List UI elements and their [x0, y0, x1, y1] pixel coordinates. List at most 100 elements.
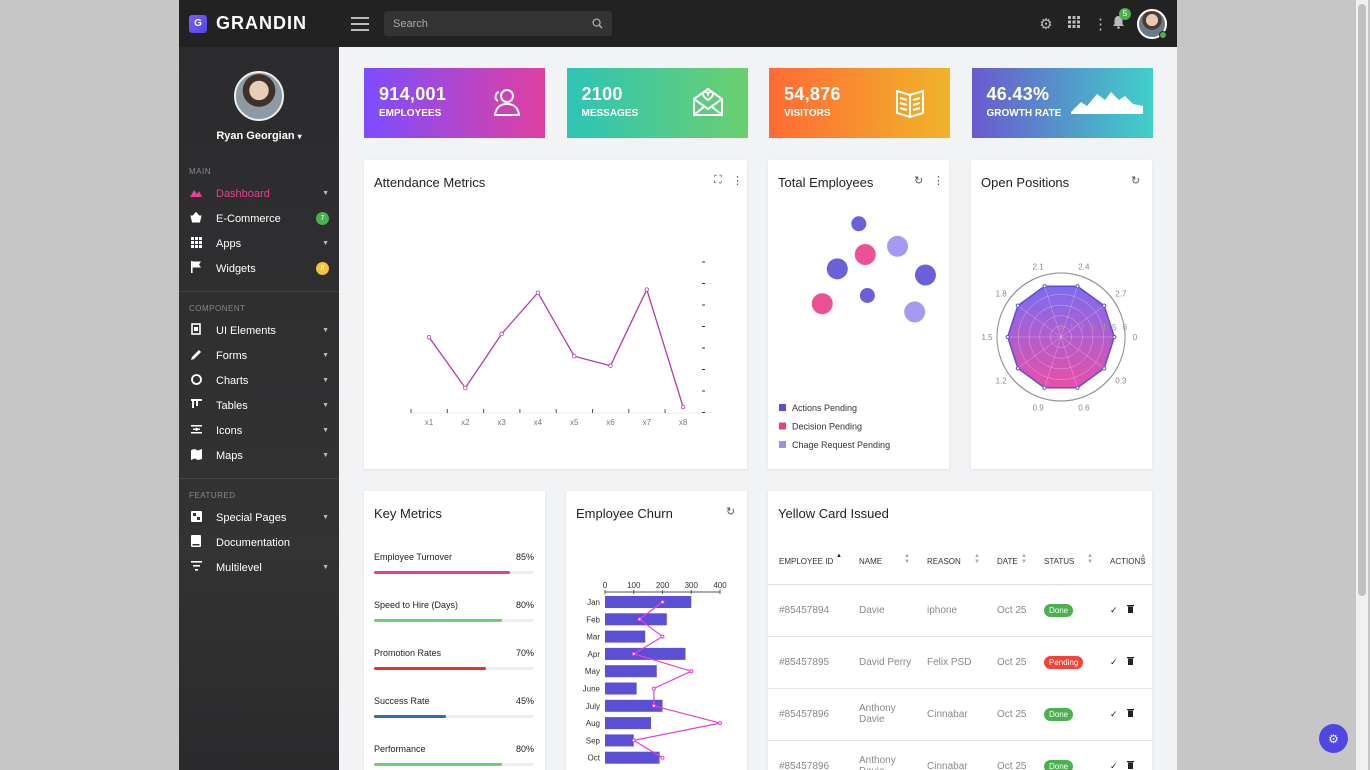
sidebar-badge: 7 — [316, 212, 329, 225]
sidebar-item-forms[interactable]: Forms ▼ — [179, 343, 339, 368]
table-row: #85457894 Davie iphone Oct 25 Done ✓ — [768, 584, 1152, 637]
sidebar-item-documentation[interactable]: Documentation — [179, 530, 339, 555]
sort-icon[interactable]: ▲ ▼ — [974, 553, 980, 565]
employee-churn-card: Employee Churn ↻ 0 100 200 300 400 Jan Feb Mar A… — [566, 491, 747, 770]
x-tick-label: 400 — [713, 581, 727, 590]
refresh-icon[interactable]: ↻ — [1131, 175, 1141, 187]
chevron-down-icon: ▼ — [322, 352, 329, 359]
page-scrollbar[interactable] — [1356, 0, 1368, 770]
column-header[interactable]: DATE ▲ ▼ — [986, 539, 1033, 585]
check-icon[interactable]: ✓ — [1110, 605, 1118, 615]
radar-point — [1102, 303, 1107, 308]
brand-logo[interactable]: G GRANDIN — [179, 0, 339, 47]
sort-icon[interactable]: ▲ ▼ — [1021, 553, 1027, 565]
radar-point — [1042, 284, 1047, 289]
status-badge: Done — [1044, 759, 1074, 770]
sidebar-item-dashboard[interactable]: Dashboard ▼ — [179, 181, 339, 206]
metric-label: Employee Turnover — [374, 552, 453, 562]
online-indicator — [1159, 30, 1167, 39]
check-icon[interactable]: ✓ — [1110, 761, 1118, 770]
radar-outer-ring — [996, 272, 1126, 402]
sidebar-item-apps[interactable]: Apps ▼ — [179, 231, 339, 256]
gear-icon[interactable]: ⚙ — [1039, 15, 1053, 33]
stat-value: 46.43% — [986, 84, 1050, 104]
column-header[interactable]: ACTIONS ▲ ▼ — [1099, 539, 1152, 585]
radar-point — [1015, 303, 1020, 308]
category-label: May — [585, 667, 600, 676]
churn-line-point — [660, 755, 665, 760]
stat-value: 2100 — [581, 84, 623, 104]
category-label: Sep — [586, 736, 601, 745]
search-bar[interactable] — [384, 11, 612, 36]
radar-radial-tick: 6 — [1123, 323, 1128, 332]
radar-point — [1112, 334, 1117, 340]
stat-card-growth-rate: 46.43% GROWTH RATE — [971, 68, 1153, 138]
line-point — [535, 290, 541, 295]
sidebar-item-tables[interactable]: Tables ▼ — [179, 393, 339, 418]
chevron-down-icon: ▼ — [322, 402, 329, 409]
more-vertical-icon[interactable]: ⋮ — [933, 175, 944, 187]
column-header[interactable]: EMPLOYEE ID ▲ — [768, 539, 848, 585]
attendance-line-chart: x1 x2 x3 x4 x5 x6 x7 x8 — [410, 261, 705, 427]
search-icon[interactable] — [592, 18, 603, 29]
category-label: Jan — [587, 598, 600, 607]
sort-icon[interactable]: ▲ — [836, 553, 842, 559]
bell-icon[interactable]: 5 — [1109, 7, 1131, 33]
scrollbar-thumb[interactable] — [1358, 4, 1366, 596]
column-header[interactable]: REASON ▲ ▼ — [916, 539, 986, 585]
status-badge: Pending — [1044, 655, 1084, 669]
user-avatar[interactable] — [1137, 8, 1167, 39]
radar-axis-label: 2.7 — [1115, 290, 1127, 299]
sidebar-item-multilevel[interactable]: Multilevel ▼ — [179, 555, 339, 580]
more-vertical-icon[interactable]: ⋮ — [732, 175, 743, 187]
search-input[interactable] — [393, 17, 573, 30]
sidebar-item-label: UI Elements — [216, 324, 276, 337]
main-content: 914,001 EMPLOYEES 2100 MESSAGES 54,876 VISITO… — [339, 47, 1177, 770]
profile-avatar[interactable] — [234, 71, 284, 121]
progress-fill — [374, 619, 502, 622]
churn-bar — [605, 613, 667, 626]
category-label: June — [583, 685, 601, 694]
sort-icon[interactable]: ▲ ▼ — [904, 553, 910, 565]
sidebar-item-charts[interactable]: Charts ▼ — [179, 368, 339, 393]
churn-line-point — [631, 738, 636, 743]
check-icon[interactable]: ✓ — [1110, 657, 1118, 667]
sidebar-item-ui-elements[interactable]: UI Elements ▼ — [179, 318, 339, 343]
settings-fab[interactable]: ⚙ — [1319, 724, 1348, 753]
more-vertical-icon[interactable]: ⋮ — [1093, 15, 1108, 33]
sidebar-item-special-pages[interactable]: Special Pages ▼ — [179, 505, 339, 530]
metric-label: Performance — [374, 744, 426, 754]
sidebar-item-maps[interactable]: Maps ▼ — [179, 443, 339, 468]
refresh-icon[interactable]: ↻ — [914, 175, 924, 187]
trash-icon[interactable] — [1126, 709, 1134, 719]
bubble-point — [811, 293, 833, 315]
expand-icon[interactable]: ⛶ — [714, 174, 722, 186]
refresh-icon[interactable]: ↻ — [726, 506, 736, 518]
sort-icon[interactable]: ▲ ▼ — [1140, 553, 1146, 565]
bubble-point — [887, 235, 908, 257]
column-header[interactable]: STATUS ▲ ▼ — [1033, 539, 1099, 585]
attendance-series-line — [428, 287, 684, 408]
sort-icon[interactable]: ▲ ▼ — [1087, 553, 1093, 565]
trash-icon[interactable] — [1126, 657, 1134, 667]
check-icon[interactable]: ✓ — [1110, 709, 1118, 719]
bubble-point — [826, 258, 848, 280]
x-tick-label: 200 — [656, 581, 670, 590]
column-header[interactable]: NAME ▲ ▼ — [848, 539, 916, 585]
profile-name[interactable]: Ryan Georgian ▾ — [216, 130, 302, 142]
sidebar-item-icons[interactable]: Icons ▼ — [179, 418, 339, 443]
radar-point — [1102, 366, 1107, 371]
sidebar-item-widgets[interactable]: Widgets 8 — [179, 256, 339, 281]
line-point — [680, 404, 686, 410]
churn-bar — [605, 734, 634, 747]
metric-row: Performance 80% — [374, 744, 534, 766]
trash-icon[interactable] — [1126, 605, 1134, 615]
chevron-down-icon: ▼ — [322, 327, 329, 334]
sidebar-item-e-commerce[interactable]: E-Commerce 7 — [179, 206, 339, 231]
grid-icon[interactable] — [1065, 15, 1083, 32]
trash-icon[interactable] — [1126, 761, 1134, 770]
churn-bar — [605, 717, 651, 730]
total-employees-card: Total Employees ↻ ⋮ Actions Pending Decis… — [768, 160, 949, 469]
menu-icon[interactable] — [351, 16, 369, 31]
radar-point — [1075, 284, 1080, 289]
